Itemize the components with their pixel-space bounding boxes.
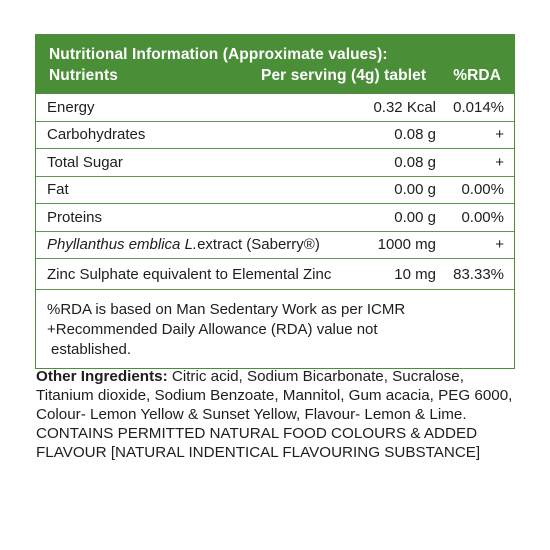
rda-note-line: %RDA is based on Man Sedentary Work as p…: [47, 301, 406, 318]
botanical-name: Phyllanthus emblica L.: [47, 236, 198, 254]
col-nutrients-header: Nutrients: [49, 67, 118, 84]
column-headers: Nutrients Per serving (4g) tablet %RDA: [49, 65, 501, 86]
rda-value: 0.014%: [453, 98, 504, 116]
ingredients-text: Citric acid, Sodium Bicarbonate, Sucralo…: [36, 368, 513, 423]
table-row: Total Sugar 0.08 g +: [36, 149, 514, 177]
table-row: Proteins 0.00 g 0.00%: [36, 204, 514, 232]
table-row: Zinc Sulphate equivalent to Elemental Zi…: [36, 259, 514, 290]
serving-value: 0.08 g: [394, 126, 436, 144]
rda-note-line: +Recommended Daily Allowance (RDA) value…: [47, 321, 378, 338]
rda-note-line: established.: [51, 341, 132, 358]
col-serving-header: Per serving (4g) tablet: [261, 67, 427, 84]
ingredients-label: Other Ingredients:: [36, 368, 168, 385]
rda-value: +: [495, 153, 504, 171]
nutrition-panel: Nutritional Information (Approximate val…: [35, 34, 515, 369]
serving-value: 10 mg: [394, 265, 436, 283]
extract-name: extract (Saberry®): [197, 236, 320, 254]
rda-value: 0.00%: [461, 181, 504, 199]
ingredients-paragraph: Other Ingredients: Citric acid, Sodium B…: [36, 367, 518, 424]
rda-value: 83.33%: [453, 265, 504, 283]
nutrient-name: Zinc Sulphate equivalent to Elemental Zi…: [47, 265, 332, 283]
table-row: Fat 0.00 g 0.00%: [36, 177, 514, 204]
nutrition-title: Nutritional Information (Approximate val…: [49, 46, 388, 63]
rda-value: 0.00%: [461, 208, 504, 226]
rda-value: +: [495, 126, 504, 144]
col-rda-header: %RDA: [453, 67, 501, 84]
serving-value: 0.32 Kcal: [373, 98, 436, 116]
nutrition-header: Nutritional Information (Approximate val…: [36, 35, 514, 94]
nutrition-table: Energy 0.32 Kcal 0.014% Carbohydrates 0.…: [36, 94, 514, 290]
nutrient-name: Energy: [47, 98, 95, 116]
serving-value: 1000 mg: [377, 236, 436, 254]
nutrient-name: Proteins: [47, 208, 103, 226]
serving-value: 0.00 g: [394, 208, 436, 226]
nutrient-name: Total Sugar: [47, 153, 123, 171]
rda-value: +: [495, 236, 504, 254]
table-row: Phyllanthus emblica L.extract (Saberry®)…: [36, 232, 514, 259]
nutrient-name: Carbohydrates: [47, 126, 146, 144]
table-row: Carbohydrates 0.08 g +: [36, 122, 514, 149]
serving-value: 0.00 g: [394, 181, 436, 199]
nutrient-name: Phyllanthus emblica L.extract (Saberry®): [47, 236, 356, 253]
colours-statement: CONTAINS PERMITTED NATURAL FOOD COLOURS …: [36, 425, 481, 461]
nutrient-name: Fat: [47, 181, 69, 199]
other-ingredients: Other Ingredients: Citric acid, Sodium B…: [36, 367, 518, 462]
rda-notes: %RDA is based on Man Sedentary Work as p…: [36, 290, 514, 368]
serving-value: 0.08 g: [394, 153, 436, 171]
table-row: Energy 0.32 Kcal 0.014%: [36, 94, 514, 122]
